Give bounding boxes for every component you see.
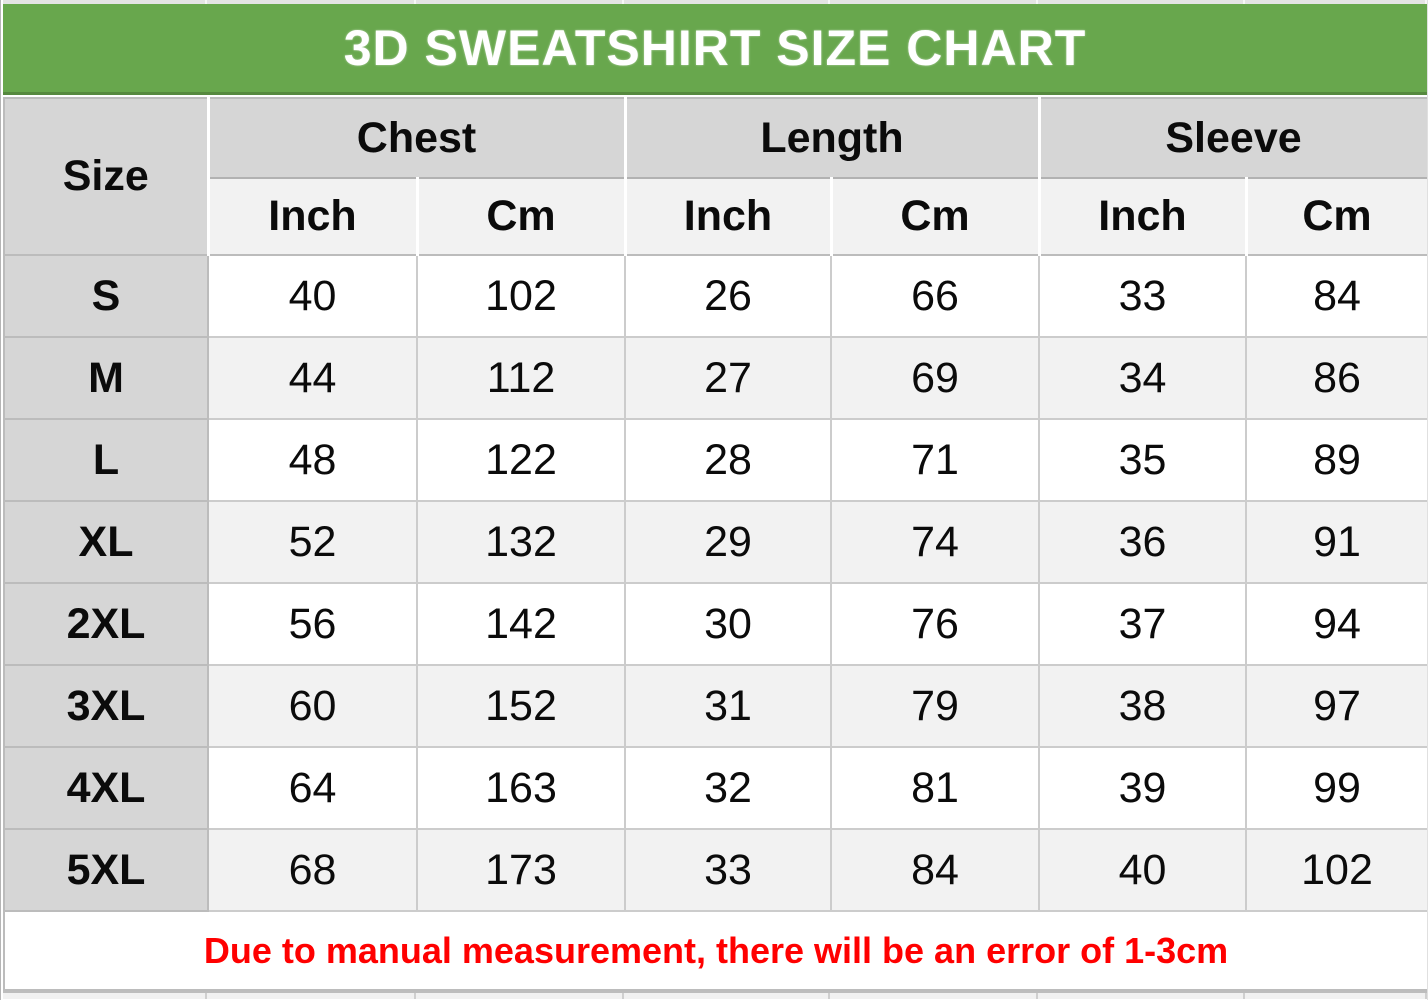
row-label: XL	[3, 500, 209, 584]
gridline-cell	[1038, 993, 1245, 999]
table-cell: 28	[624, 418, 832, 502]
column-header-sleeve: Sleeve	[1037, 97, 1427, 179]
table-cell: 52	[207, 500, 418, 584]
gridline-cell	[416, 993, 624, 999]
gridline-cell	[624, 0, 830, 4]
table-cell: 44	[207, 336, 418, 420]
table-row-m: M 44 112 27 69 34 86	[3, 336, 1427, 420]
column-subheader-chest-inch: Inch	[206, 177, 419, 256]
table-cell: 40	[1038, 828, 1247, 912]
table-cell: 38	[1038, 664, 1247, 748]
table-cell: 84	[1244, 254, 1427, 338]
gridline-cell	[3, 993, 207, 999]
column-header-size: Size	[3, 97, 209, 256]
table-cell: 86	[1244, 336, 1427, 420]
table-cell: 35	[1038, 418, 1247, 502]
table-cell: 56	[207, 582, 418, 666]
table-cell: 91	[1244, 500, 1427, 584]
gridline-cell	[1038, 0, 1245, 4]
table-cell: 26	[624, 254, 832, 338]
gridline-cell	[624, 993, 830, 999]
page-title: 3D SWEATSHIRT SIZE CHART	[343, 20, 1087, 76]
table-cell: 79	[830, 664, 1040, 748]
table-cell: 81	[830, 746, 1040, 830]
header-unit-row: Inch Cm Inch Cm Inch Cm	[4, 177, 1427, 256]
table-cell: 37	[1038, 582, 1247, 666]
column-subheader-sleeve-inch: Inch	[1037, 177, 1248, 256]
gridline-cell	[207, 993, 416, 999]
row-label: S	[3, 254, 209, 338]
table-cell: 40	[207, 254, 418, 338]
spreadsheet-bottom-edge	[3, 991, 1427, 999]
column-subheader-length-inch: Inch	[623, 177, 833, 256]
table-row-l: L 48 122 28 71 35 89	[3, 418, 1427, 502]
row-label: 2XL	[3, 582, 209, 666]
note-row: Due to manual measurement, there will be…	[2, 910, 1427, 991]
size-chart-table: Size Chest Length Sleeve Inch Cm Inch Cm…	[2, 97, 1427, 991]
table-cell: 89	[1244, 418, 1427, 502]
row-label: 5XL	[3, 828, 209, 912]
table-cell: 122	[416, 418, 626, 502]
table-row-s: S 40 102 26 66 33 84	[3, 254, 1427, 338]
table-cell: 132	[416, 500, 626, 584]
table-row-5xl: 5XL 68 173 33 84 40 102	[3, 828, 1427, 912]
table-cell: 33	[624, 828, 832, 912]
row-label: 3XL	[3, 664, 209, 748]
table-row-4xl: 4XL 64 163 32 81 39 99	[3, 746, 1427, 830]
table-cell: 163	[416, 746, 626, 830]
table-row-3xl: 3XL 60 152 31 79 38 97	[3, 664, 1427, 748]
row-label: M	[3, 336, 209, 420]
table-cell: 69	[830, 336, 1040, 420]
table-cell: 32	[624, 746, 832, 830]
table-cell: 66	[830, 254, 1040, 338]
row-label: L	[3, 418, 209, 502]
column-subheader-chest-cm: Cm	[415, 177, 627, 256]
table-cell: 39	[1038, 746, 1247, 830]
gridline-cell	[1245, 993, 1427, 999]
table-cell: 68	[207, 828, 418, 912]
table-cell: 102	[1244, 828, 1427, 912]
table-cell: 31	[624, 664, 832, 748]
table-cell: 48	[207, 418, 418, 502]
gridline-cell	[830, 0, 1038, 4]
table-cell: 34	[1038, 336, 1247, 420]
table-cell: 33	[1038, 254, 1247, 338]
gridline-cell	[830, 993, 1038, 999]
gridline-cell	[416, 0, 624, 4]
table-cell: 71	[830, 418, 1040, 502]
gridline-cell	[1245, 0, 1427, 4]
table-cell: 99	[1244, 746, 1427, 830]
table-cell: 97	[1244, 664, 1427, 748]
column-subheader-length-cm: Cm	[829, 177, 1041, 256]
column-header-length: Length	[623, 97, 1041, 179]
column-subheader-sleeve-cm: Cm	[1244, 177, 1427, 256]
table-cell: 112	[416, 336, 626, 420]
table-row-xl: XL 52 132 29 74 36 91	[3, 500, 1427, 584]
measurement-note: Due to manual measurement, there will be…	[2, 910, 1427, 991]
table-cell: 64	[207, 746, 418, 830]
table-cell: 76	[830, 582, 1040, 666]
table-cell: 60	[207, 664, 418, 748]
table-cell: 152	[416, 664, 626, 748]
table-cell: 142	[416, 582, 626, 666]
spreadsheet-top-edge	[3, 0, 1427, 4]
row-label: 4XL	[3, 746, 209, 830]
table-cell: 27	[624, 336, 832, 420]
table-cell: 36	[1038, 500, 1247, 584]
table-cell: 102	[416, 254, 626, 338]
column-header-chest: Chest	[206, 97, 627, 179]
table-cell: 173	[416, 828, 626, 912]
table-row-2xl: 2XL 56 142 30 76 37 94	[3, 582, 1427, 666]
gridline-cell	[207, 0, 416, 4]
table-cell: 94	[1244, 582, 1427, 666]
table-cell: 74	[830, 500, 1040, 584]
title-bar: 3D SWEATSHIRT SIZE CHART	[3, 4, 1427, 95]
gridline-cell	[3, 0, 207, 4]
header-group-row: Size Chest Length Sleeve	[3, 97, 1427, 256]
table-cell: 84	[830, 828, 1040, 912]
table-cell: 29	[624, 500, 832, 584]
table-cell: 30	[624, 582, 832, 666]
